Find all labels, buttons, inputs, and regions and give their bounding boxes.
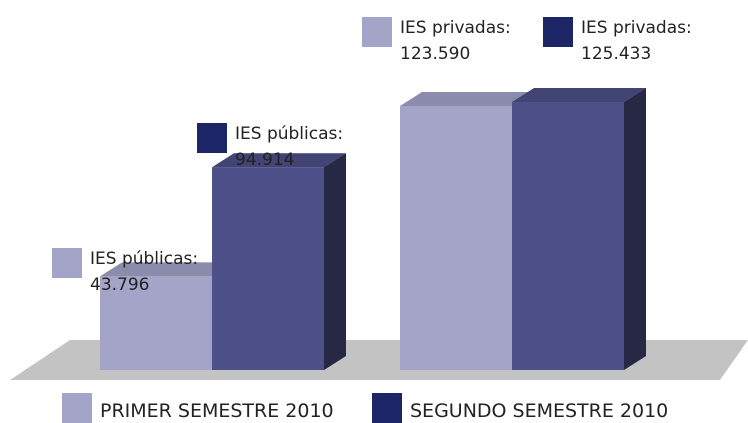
label-category: IES públicas:	[235, 124, 343, 144]
bar-top	[100, 262, 234, 277]
bar-top-shade	[400, 91, 534, 106]
label-swatch	[543, 17, 573, 47]
label-category: IES privadas:	[581, 18, 692, 38]
bar-top	[212, 153, 346, 168]
bar-side-shade	[624, 88, 646, 370]
bar-group	[212, 153, 346, 370]
legend-swatch	[62, 393, 92, 423]
legend-label: SEGUNDO SEMESTRE 2010	[410, 400, 668, 422]
legend-swatch	[372, 393, 402, 423]
bar-side-shade	[324, 153, 346, 370]
value-label: 94.914	[235, 150, 294, 170]
label-swatch	[362, 17, 392, 47]
bar-top-shade	[100, 262, 234, 277]
bar	[212, 167, 324, 370]
value-label: 125.433	[581, 44, 651, 64]
value-label: 43.796	[90, 275, 149, 295]
label-swatch	[197, 123, 227, 153]
bar-top	[512, 88, 646, 102]
value-label: 123.590	[400, 44, 470, 64]
bar	[512, 102, 624, 370]
bar-top-shade	[512, 88, 646, 102]
bar-group	[512, 88, 646, 370]
label-category: IES públicas:	[90, 249, 198, 269]
label-swatch	[52, 248, 82, 278]
bar-top-shade	[212, 153, 346, 168]
label-category: IES privadas:	[400, 18, 511, 38]
bar	[400, 105, 512, 371]
bar	[100, 276, 212, 370]
legend-label: PRIMER SEMESTRE 2010	[100, 400, 334, 422]
bar-top	[400, 91, 534, 106]
